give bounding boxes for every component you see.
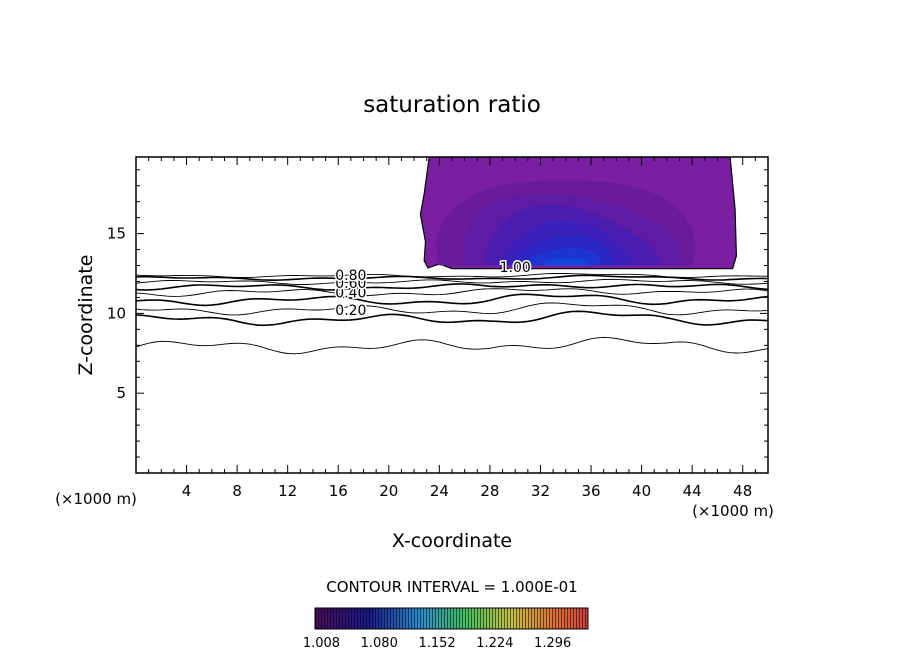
contour-line-0.5: [136, 288, 768, 297]
contour-label: 0.20: [335, 303, 366, 319]
contour-label: 0.40: [335, 286, 366, 302]
x-axis-label: X-coordinate: [392, 530, 512, 552]
x-tick-label: 4: [182, 482, 192, 500]
contour-line-0.6: [136, 283, 768, 291]
colorbar-tick-label: 1.296: [534, 636, 571, 651]
contour-line-0.8: [136, 274, 768, 282]
y-tick-label: 5: [116, 384, 126, 402]
x-tick-label: 48: [733, 482, 752, 500]
x-tick-label: 20: [379, 482, 398, 500]
x-unit-left: (×1000 m): [55, 490, 137, 508]
colorbar-stripes: [315, 608, 588, 629]
x-tick-label: 8: [232, 482, 242, 500]
contour-line-0.1: [136, 336, 768, 355]
contour-line-0.2: [136, 310, 768, 327]
contour-line-0.4: [136, 293, 768, 307]
x-tick-label: 36: [581, 482, 600, 500]
contour-label: 1.00: [500, 260, 531, 276]
contour-labels: 0.200.400.600.80 1.00: [334, 259, 532, 321]
ss-level-7: [542, 258, 589, 266]
contour-label: 0.80: [335, 268, 366, 284]
x-tick-label: 24: [430, 482, 449, 500]
contour-interval-text: CONTOUR INTERVAL = 1.000E-01: [326, 578, 577, 596]
colorbar-tick-label: 1.080: [361, 636, 398, 651]
x-tick-label: 12: [278, 482, 297, 500]
y-axis-label: Z-coordinate: [75, 255, 97, 376]
x-tick-label: 28: [480, 482, 499, 500]
colorbar-tick-label: 1.152: [418, 636, 455, 651]
colorbar-tick-labels: 1.008 1.080 1.152 1.224 1.296: [303, 636, 571, 651]
contour-label: 0.60: [335, 276, 366, 292]
colorbar-tick-label: 1.008: [303, 636, 340, 651]
colorbar: 1.008 1.080 1.152 1.224 1.296: [303, 607, 589, 651]
plot-area: [136, 157, 768, 355]
chart-title: saturation ratio: [363, 92, 541, 118]
x-tick-label: 40: [632, 482, 651, 500]
contour-line-0.9: [136, 272, 768, 278]
contour-line-0.3: [136, 302, 768, 316]
colorbar-frame: [314, 607, 589, 630]
y-tick-label: 15: [107, 225, 126, 243]
x-tick-label: 44: [683, 482, 702, 500]
x-unit-right: (×1000 m): [692, 502, 774, 520]
y-axis-ticks: 5 10 15: [107, 169, 768, 458]
x-axis-ticks: 4 8 12 16 20 24 28 32 36 40 44 48: [148, 157, 756, 500]
x-tick-label: 32: [531, 482, 550, 500]
saturation-field: [419, 157, 738, 270]
contour-line-0.7: [136, 278, 768, 285]
y-tick-label: 10: [107, 304, 126, 322]
contour-lines: [136, 272, 768, 355]
colorbar-tick-label: 1.224: [476, 636, 513, 651]
x-tick-label: 16: [329, 482, 348, 500]
